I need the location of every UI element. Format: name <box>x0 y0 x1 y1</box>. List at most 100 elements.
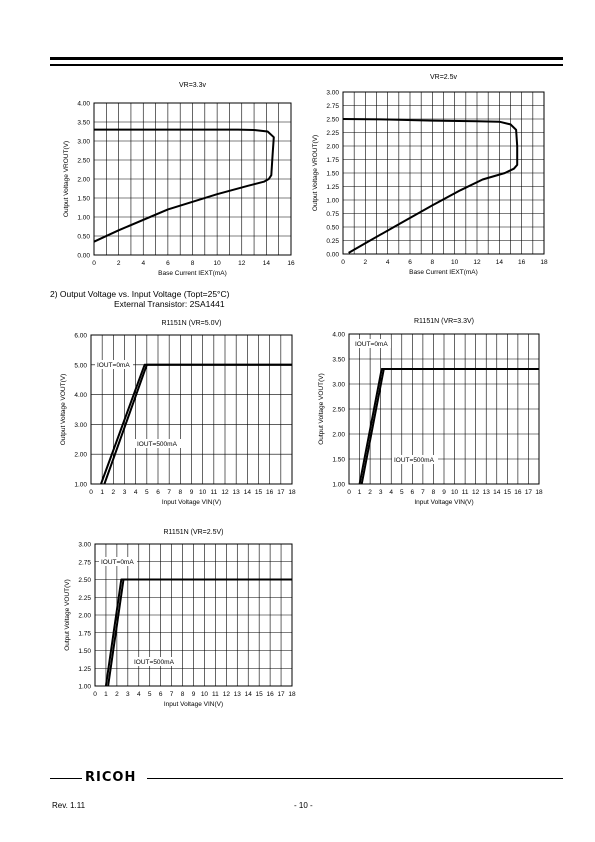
x-tick-label: 8 <box>431 259 435 266</box>
x-tick-label: 0 <box>341 259 345 266</box>
y-tick-label: 1.50 <box>326 171 339 178</box>
x-tick-label: 14 <box>244 489 252 496</box>
page-number: - 10 - <box>294 801 313 810</box>
x-axis-label: Input Voltage VIN(V) <box>164 701 223 708</box>
x-tick-label: 8 <box>181 691 185 698</box>
x-tick-label: 13 <box>483 489 491 496</box>
y-tick-label: 1.00 <box>332 482 345 489</box>
section-caption: 2) Output Voltage vs. Input Voltage (Top… <box>50 289 229 309</box>
y-tick-label: 1.00 <box>74 482 87 489</box>
x-tick-label: 3 <box>379 489 383 496</box>
y-tick-label: 2.25 <box>78 595 91 602</box>
y-tick-label: 2.50 <box>332 407 345 414</box>
x-tick-label: 11 <box>212 691 219 698</box>
series-line-2 <box>100 363 292 485</box>
annotation-bg <box>392 455 438 464</box>
x-tick-label: 2 <box>112 489 116 496</box>
y-tick-label: 2.00 <box>74 452 87 459</box>
plot-frame <box>342 91 545 255</box>
y-axis-label: Output Voltage VROUT(V) <box>63 141 70 217</box>
y-axis-label: Output Voltage VOUT(V) <box>60 374 67 446</box>
y-tick-label: 2.25 <box>326 130 339 137</box>
x-tick-label: 16 <box>518 259 526 266</box>
x-tick-label: 17 <box>277 489 285 496</box>
x-tick-label: 17 <box>525 489 533 496</box>
x-tick-label: 12 <box>472 489 480 496</box>
x-tick-label: 15 <box>504 489 512 496</box>
x-axis-label: Base Current IEXT(mA) <box>409 269 478 276</box>
x-tick-label: 11 <box>462 489 469 496</box>
x-tick-label: 12 <box>238 260 246 267</box>
section-heading: 2) Output Voltage vs. Input Voltage (Top… <box>50 289 230 299</box>
y-tick-label: 2.75 <box>78 559 91 566</box>
header-rule-top <box>50 57 563 60</box>
series-line-2 <box>104 578 292 687</box>
y-tick-label: 3.00 <box>74 422 87 429</box>
y-tick-label: 2.50 <box>78 577 91 584</box>
x-tick-label: 16 <box>287 260 295 267</box>
x-tick-label: 0 <box>89 489 93 496</box>
x-tick-label: 2 <box>368 489 372 496</box>
chart-title: VR=2.5v <box>430 74 458 81</box>
y-tick-label: 1.00 <box>77 215 90 222</box>
y-tick-label: 0.00 <box>326 252 339 259</box>
y-tick-label: 2.00 <box>77 177 90 184</box>
footer-rule-left <box>50 778 82 779</box>
x-axis-label: Input Voltage VIN(V) <box>162 499 221 506</box>
x-tick-label: 4 <box>141 260 145 267</box>
annotation-bg <box>99 557 137 566</box>
series-annotation: IOUT=0mA <box>97 362 130 369</box>
x-tick-label: 14 <box>263 260 271 267</box>
x-tick-label: 17 <box>277 691 285 698</box>
y-tick-label: 0.50 <box>326 225 339 232</box>
x-axis-label: Base Current IEXT(mA) <box>158 270 227 277</box>
y-tick-label: 2.00 <box>332 432 345 439</box>
x-tick-label: 9 <box>190 489 194 496</box>
x-tick-label: 12 <box>221 489 229 496</box>
series-line-1 <box>93 128 275 243</box>
revision-label: Rev. 1.11 <box>52 801 86 810</box>
x-tick-label: 6 <box>408 259 412 266</box>
y-tick-label: 2.75 <box>326 103 339 110</box>
chart-title: R1151N (VR=3.3V) <box>414 318 474 325</box>
x-tick-label: 8 <box>432 489 436 496</box>
x-tick-label: 0 <box>92 260 96 267</box>
x-tick-label: 2 <box>117 260 121 267</box>
y-tick-label: 2.50 <box>326 117 339 124</box>
y-tick-label: 1.25 <box>78 666 91 673</box>
x-tick-label: 18 <box>288 489 296 496</box>
x-tick-label: 7 <box>170 691 174 698</box>
y-tick-label: 0.25 <box>326 238 339 245</box>
y-tick-label: 0.50 <box>77 234 90 241</box>
x-tick-label: 3 <box>126 691 130 698</box>
annotation-bg <box>353 339 391 348</box>
series-line-2 <box>358 368 539 485</box>
series-annotation: IOUT=500mA <box>137 441 178 448</box>
x-tick-label: 4 <box>134 489 138 496</box>
x-tick-label: 9 <box>442 489 446 496</box>
x-tick-label: 6 <box>411 489 415 496</box>
y-tick-label: 1.25 <box>326 184 339 191</box>
y-axis-label: Output Voltage VOUT(V) <box>318 373 325 445</box>
x-tick-label: 10 <box>451 259 459 266</box>
y-tick-label: 1.75 <box>326 157 339 164</box>
annotation-bg <box>135 439 181 448</box>
annotation-bg <box>95 360 133 369</box>
series-line-1 <box>360 368 539 485</box>
x-tick-label: 4 <box>386 259 390 266</box>
x-tick-label: 4 <box>137 691 141 698</box>
x-tick-label: 1 <box>358 489 362 496</box>
series-annotation: IOUT=0mA <box>101 559 134 566</box>
x-tick-label: 6 <box>166 260 170 267</box>
plot-frame <box>348 333 540 485</box>
x-tick-label: 5 <box>145 489 149 496</box>
x-tick-label: 6 <box>156 489 160 496</box>
x-tick-label: 16 <box>266 489 274 496</box>
y-tick-label: 5.00 <box>74 362 87 369</box>
y-tick-label: 2.00 <box>326 144 339 151</box>
y-tick-label: 3.50 <box>332 357 345 364</box>
y-tick-label: 1.50 <box>332 457 345 464</box>
x-tick-label: 7 <box>421 489 425 496</box>
chart-title: R1151N (VR=2.5V) <box>164 529 224 536</box>
